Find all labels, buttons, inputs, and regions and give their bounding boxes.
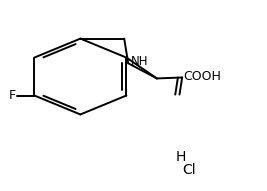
Text: H: H <box>176 150 186 164</box>
Text: NH: NH <box>131 55 148 68</box>
Text: Cl: Cl <box>182 163 196 177</box>
Text: COOH: COOH <box>183 70 221 83</box>
Text: F: F <box>9 89 16 102</box>
